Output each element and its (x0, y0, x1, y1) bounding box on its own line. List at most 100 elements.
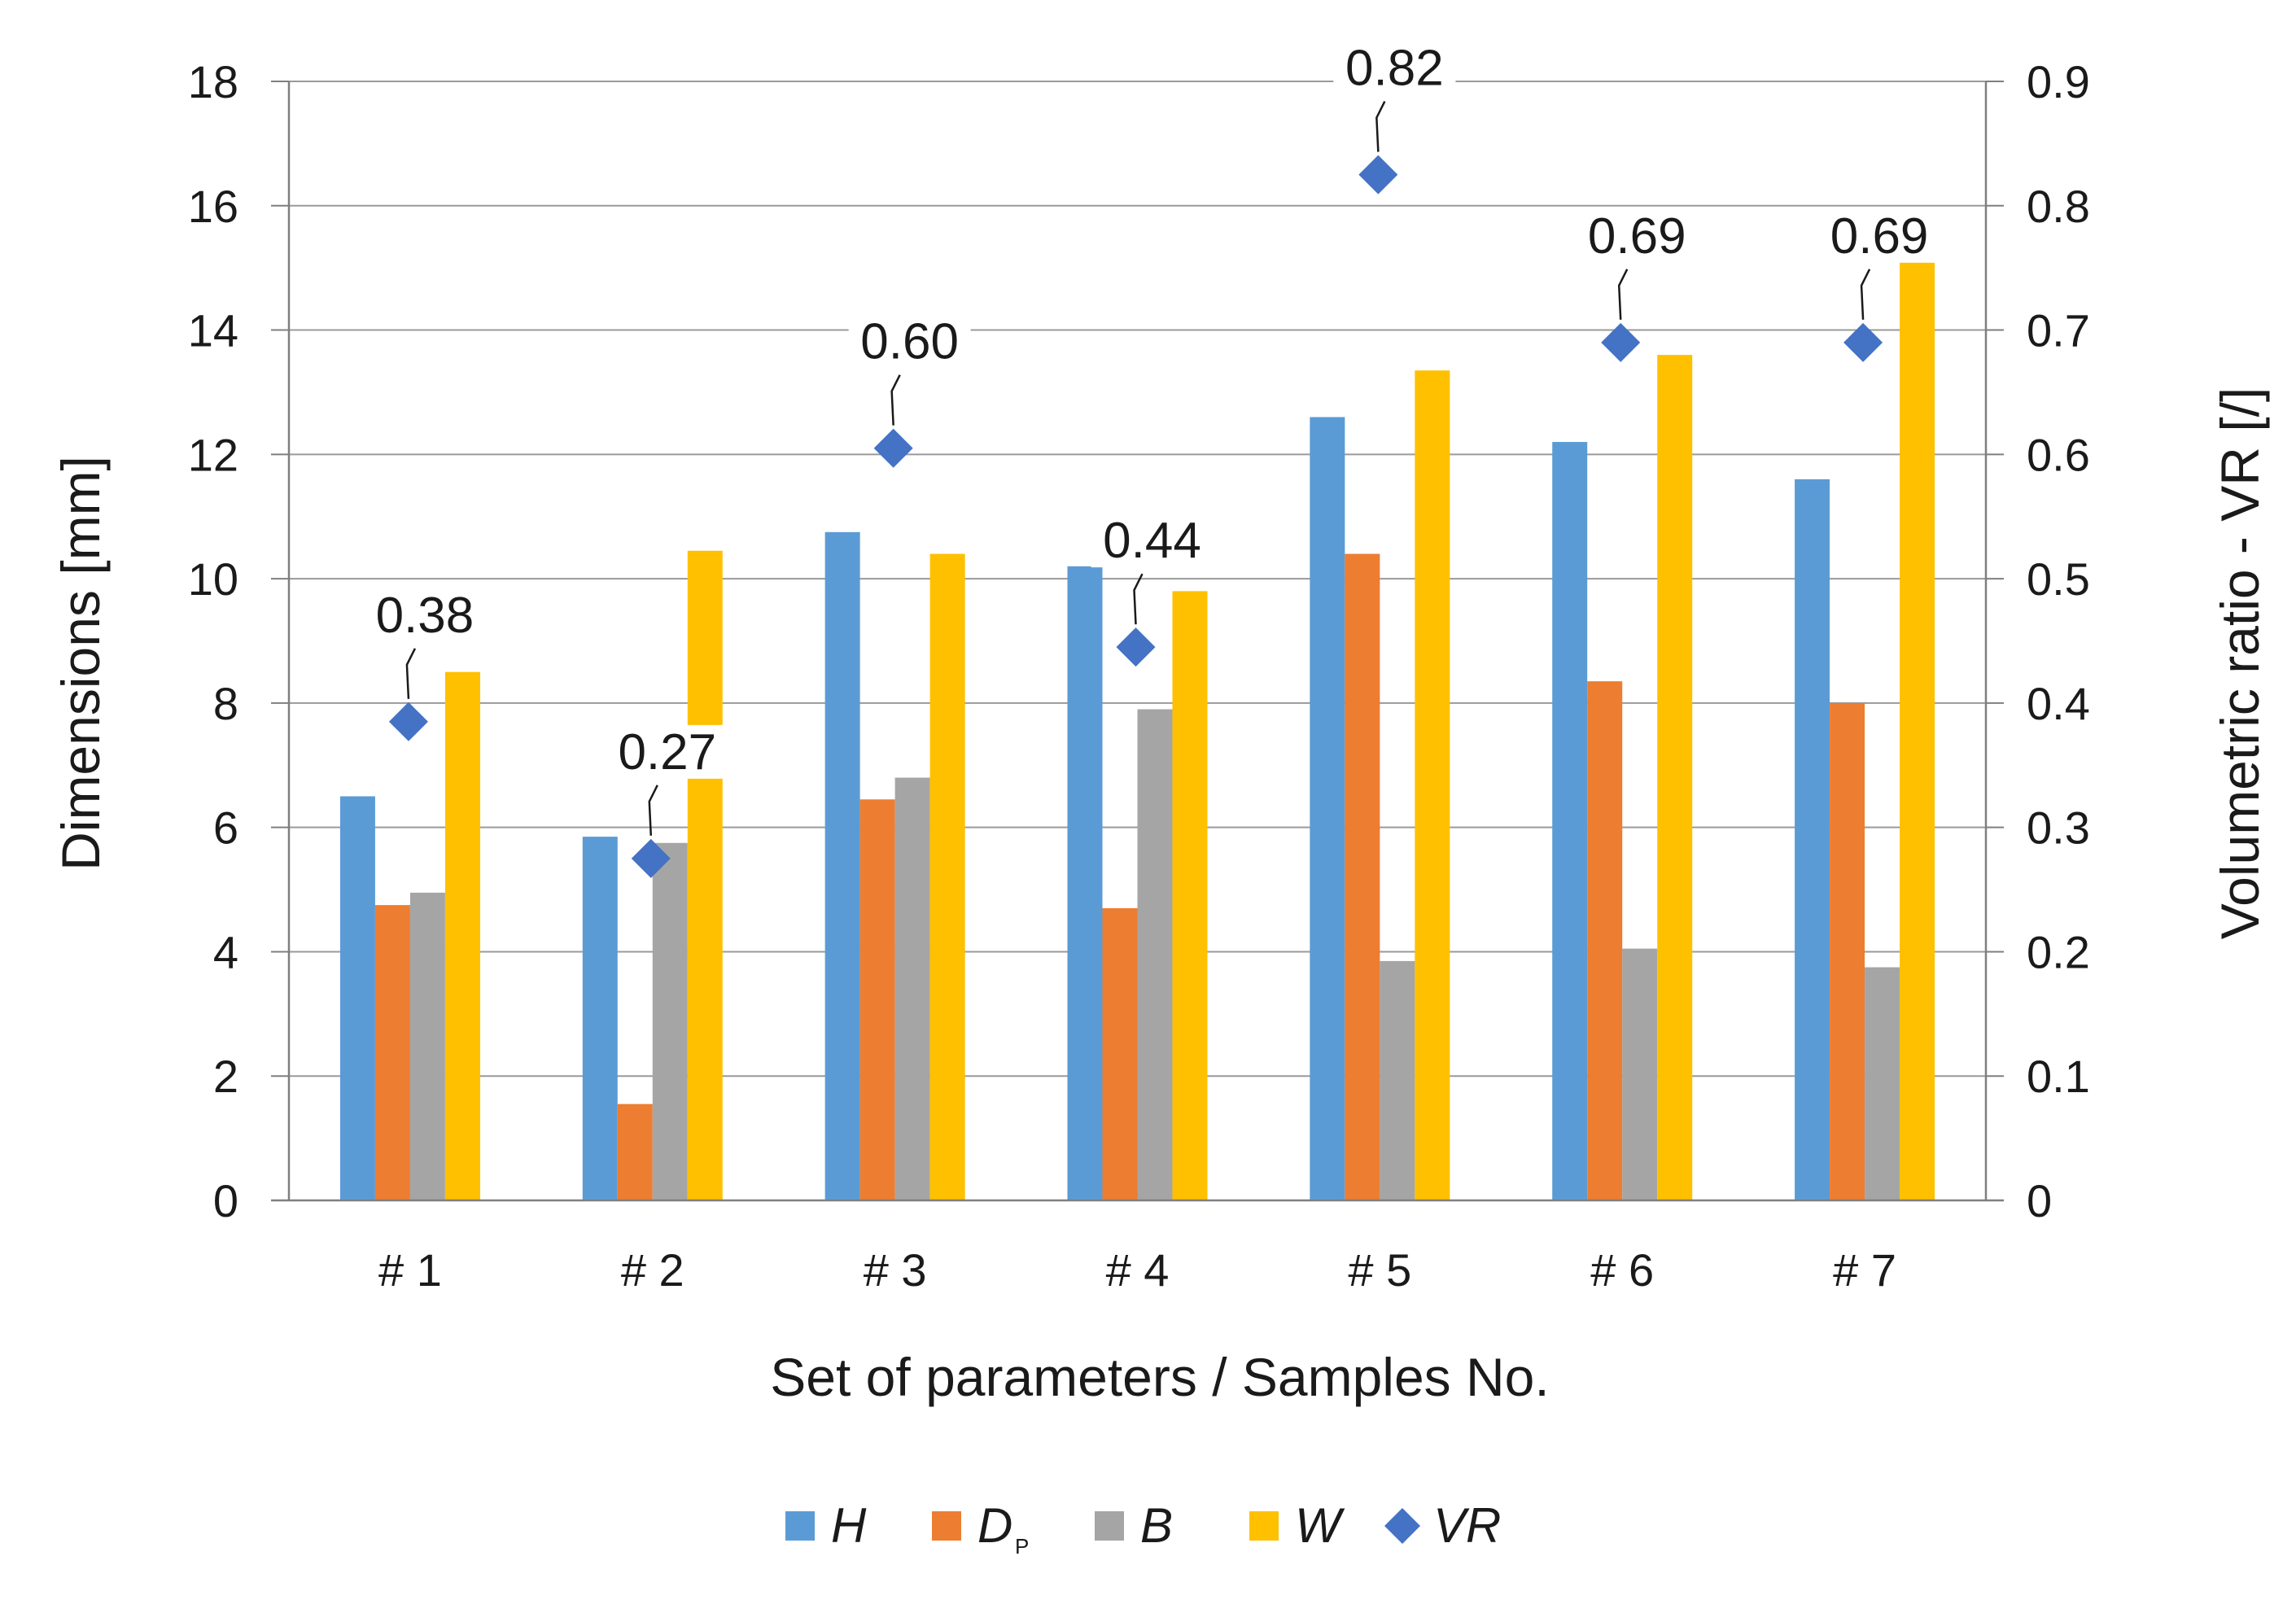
bar-b-5 (1380, 960, 1415, 1200)
tick-labels-group: 0 2 4 6 8 10 12 14 16 18 0 0.1 0.2 0.3 0.4 0.5 0.6 0.7 0.8… (188, 56, 2090, 1296)
bar-b-2 (652, 842, 688, 1200)
legend-swatch-w (1249, 1511, 1279, 1541)
x-tick-label: # 2 (621, 1244, 684, 1296)
x-tick-label: # 1 (378, 1244, 442, 1296)
y2-tick-label: 0.6 (2027, 429, 2090, 480)
vr-marker-7 (1843, 322, 1883, 362)
vr-data-label: 0.27 (618, 724, 716, 780)
bar-h-3 (824, 531, 860, 1200)
y-tick-label: 18 (188, 56, 238, 107)
y-tick-label: 2 (213, 1051, 238, 1102)
y2-tick-label: 0.1 (2027, 1051, 2090, 1102)
vr-marker-2 (631, 838, 671, 878)
vr-marker-6 (1601, 322, 1641, 362)
x-axis-label: Set of parameters / Samples No. (770, 1347, 1549, 1407)
y2-tick-label: 0.9 (2027, 56, 2090, 107)
vr-label-bg (848, 314, 971, 369)
vr-leader-line (1375, 101, 1386, 152)
gridlines (289, 81, 1986, 1078)
bar-b-3 (894, 777, 930, 1200)
vr-marker-1 (388, 702, 428, 741)
legend-label-subscript: P (1015, 1534, 1029, 1558)
bar-d-2 (617, 1104, 653, 1200)
y-tick-label: 6 (213, 802, 238, 854)
bar-w-4 (1172, 591, 1208, 1200)
y2-tick-label: 0.8 (2027, 181, 2090, 232)
axes-group (271, 81, 2004, 1202)
legend-swatch-h (785, 1511, 815, 1541)
bar-d-4 (1102, 907, 1138, 1200)
bar-b-1 (409, 892, 445, 1200)
y2-tick-label: 0.3 (2027, 802, 2090, 854)
vr-data-label: 0.69 (1830, 208, 1929, 264)
y-tick-label: 4 (213, 926, 238, 977)
vr-leader-line (648, 785, 658, 836)
bar-h-1 (339, 796, 375, 1200)
y-tick-label: 8 (213, 678, 238, 729)
vr-data-label: 0.69 (1588, 208, 1686, 264)
x-tick-label: # 4 (1106, 1244, 1170, 1296)
vr-leader-line (1133, 573, 1144, 625)
y2-tick-label: 0 (2027, 1175, 2052, 1226)
legend-label: H (831, 1498, 867, 1553)
y-axis-label: Dimensions [mm] (50, 456, 111, 871)
y2-tick-label: 0.7 (2027, 305, 2090, 356)
legend-label: B (1140, 1498, 1173, 1553)
bar-h-5 (1310, 417, 1345, 1200)
bar-w-7 (1900, 258, 1935, 1200)
bar-h-6 (1552, 442, 1588, 1200)
vr-markers-group: 0.38 0.27 0.60 0.44 0.82 0.69 0.69 (363, 41, 1941, 878)
bar-h-7 (1795, 479, 1830, 1200)
y-tick-label: 12 (188, 429, 238, 480)
bar-w-1 (444, 671, 480, 1200)
vr-leader-line (890, 374, 901, 426)
y-tick-label: 16 (188, 181, 238, 232)
bar-h-4 (1067, 566, 1103, 1200)
x-tick-label: # 6 (1590, 1244, 1654, 1296)
bar-h-2 (582, 837, 618, 1200)
y-tick-label: 0 (213, 1175, 238, 1226)
vr-data-label: 0.82 (1345, 41, 1444, 97)
vr-data-label: 0.44 (1103, 513, 1201, 569)
bar-d-7 (1830, 702, 1865, 1200)
x-tick-label: # 7 (1833, 1244, 1896, 1296)
bar-d-5 (1345, 553, 1380, 1200)
bar-w-2 (687, 550, 723, 1200)
vr-marker-4 (1116, 627, 1156, 667)
y2-tick-label: 0.4 (2027, 678, 2090, 729)
legend-label: D (977, 1498, 1012, 1553)
bar-b-7 (1865, 967, 1900, 1200)
bar-w-5 (1415, 370, 1450, 1200)
vr-leader-line (1617, 269, 1629, 320)
vr-label-bg (363, 588, 486, 642)
vr-label-bg (1576, 208, 1699, 263)
vr-label-bg (1818, 208, 1941, 263)
bar-w-6 (1657, 355, 1693, 1201)
vr-leader-line (405, 648, 417, 699)
bar-d-3 (859, 799, 895, 1200)
vr-leader-line (1860, 269, 1871, 320)
vr-label-bg (606, 724, 728, 779)
bars-group (339, 258, 1935, 1201)
y-tick-label: 14 (188, 305, 238, 356)
vr-label-bg (1333, 41, 1456, 95)
y2-axis-label: Volumetric ratio - VR [/] (2210, 387, 2270, 940)
bar-b-6 (1622, 948, 1658, 1200)
legend-label: W (1295, 1498, 1345, 1553)
vr-label-bg (1091, 514, 1214, 568)
bar-d-1 (374, 905, 410, 1200)
vr-marker-5 (1358, 155, 1398, 195)
y-tick-label: 10 (188, 553, 238, 605)
y2-tick-label: 0.5 (2027, 553, 2090, 605)
legend: H D P B W VR (785, 1498, 1501, 1558)
bar-d-6 (1587, 681, 1623, 1200)
legend-swatch-vr (1384, 1508, 1420, 1544)
legend-label: VR (1433, 1498, 1501, 1553)
bar-w-3 (929, 553, 965, 1200)
y2-tick-label: 0.2 (2027, 926, 2090, 977)
x-tick-label: # 5 (1348, 1244, 1411, 1296)
vr-data-label: 0.38 (376, 588, 475, 644)
vr-marker-3 (873, 428, 913, 468)
